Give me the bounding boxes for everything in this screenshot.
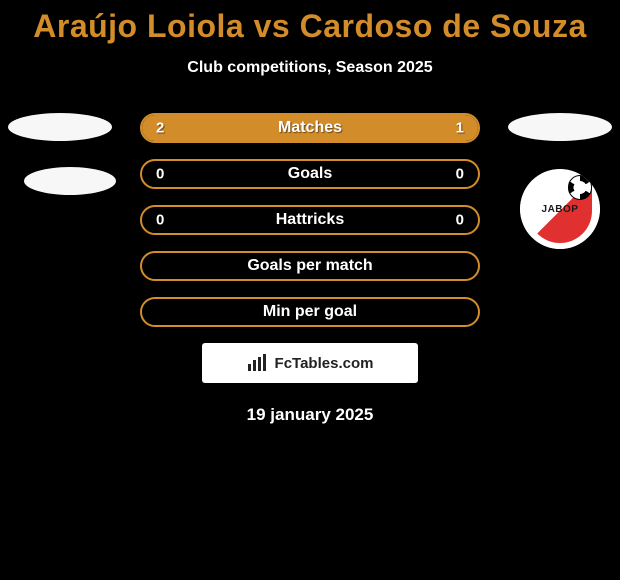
stat-row-mpg: Min per goal [140, 297, 480, 327]
stat-value-left: 2 [156, 120, 164, 137]
club-logo-left-1 [8, 113, 112, 141]
footer-brand-text: FcTables.com [275, 355, 374, 372]
stat-area: JAВOP 2 Matches 1 0 Goals 0 0 [0, 113, 620, 425]
stat-label: Goals [288, 165, 332, 183]
club-logo-right-1 [508, 113, 612, 141]
stat-value-left: 0 [156, 166, 164, 183]
javor-badge-text: JAВOP [520, 204, 600, 215]
stat-value-right: 0 [456, 212, 464, 229]
chart-icon [247, 354, 269, 372]
stat-label: Min per goal [263, 303, 357, 321]
stat-row-hattricks: 0 Hattricks 0 [140, 205, 480, 235]
comparison-card: Araújo Loiola vs Cardoso de Souza Club c… [0, 0, 620, 425]
club-logo-right-2-javor: JAВOP [520, 169, 600, 249]
javor-badge-icon: JAВOP [520, 169, 600, 249]
stat-label: Hattricks [276, 211, 344, 229]
page-subtitle: Club competitions, Season 2025 [0, 59, 620, 77]
stat-value-left: 0 [156, 212, 164, 229]
stat-label: Goals per match [247, 257, 372, 275]
stat-value-right: 0 [456, 166, 464, 183]
stat-value-right: 1 [456, 120, 464, 137]
stat-row-goals: 0 Goals 0 [140, 159, 480, 189]
stat-row-matches: 2 Matches 1 [140, 113, 480, 143]
stat-bars: 2 Matches 1 0 Goals 0 0 Hattricks 0 [140, 113, 480, 327]
footer-date: 19 january 2025 [0, 405, 620, 425]
stat-label: Matches [278, 119, 342, 137]
stat-row-gpm: Goals per match [140, 251, 480, 281]
footer-brand-badge: FcTables.com [202, 343, 418, 383]
club-logo-left-2 [24, 167, 116, 195]
page-title: Araújo Loiola vs Cardoso de Souza [0, 8, 620, 45]
